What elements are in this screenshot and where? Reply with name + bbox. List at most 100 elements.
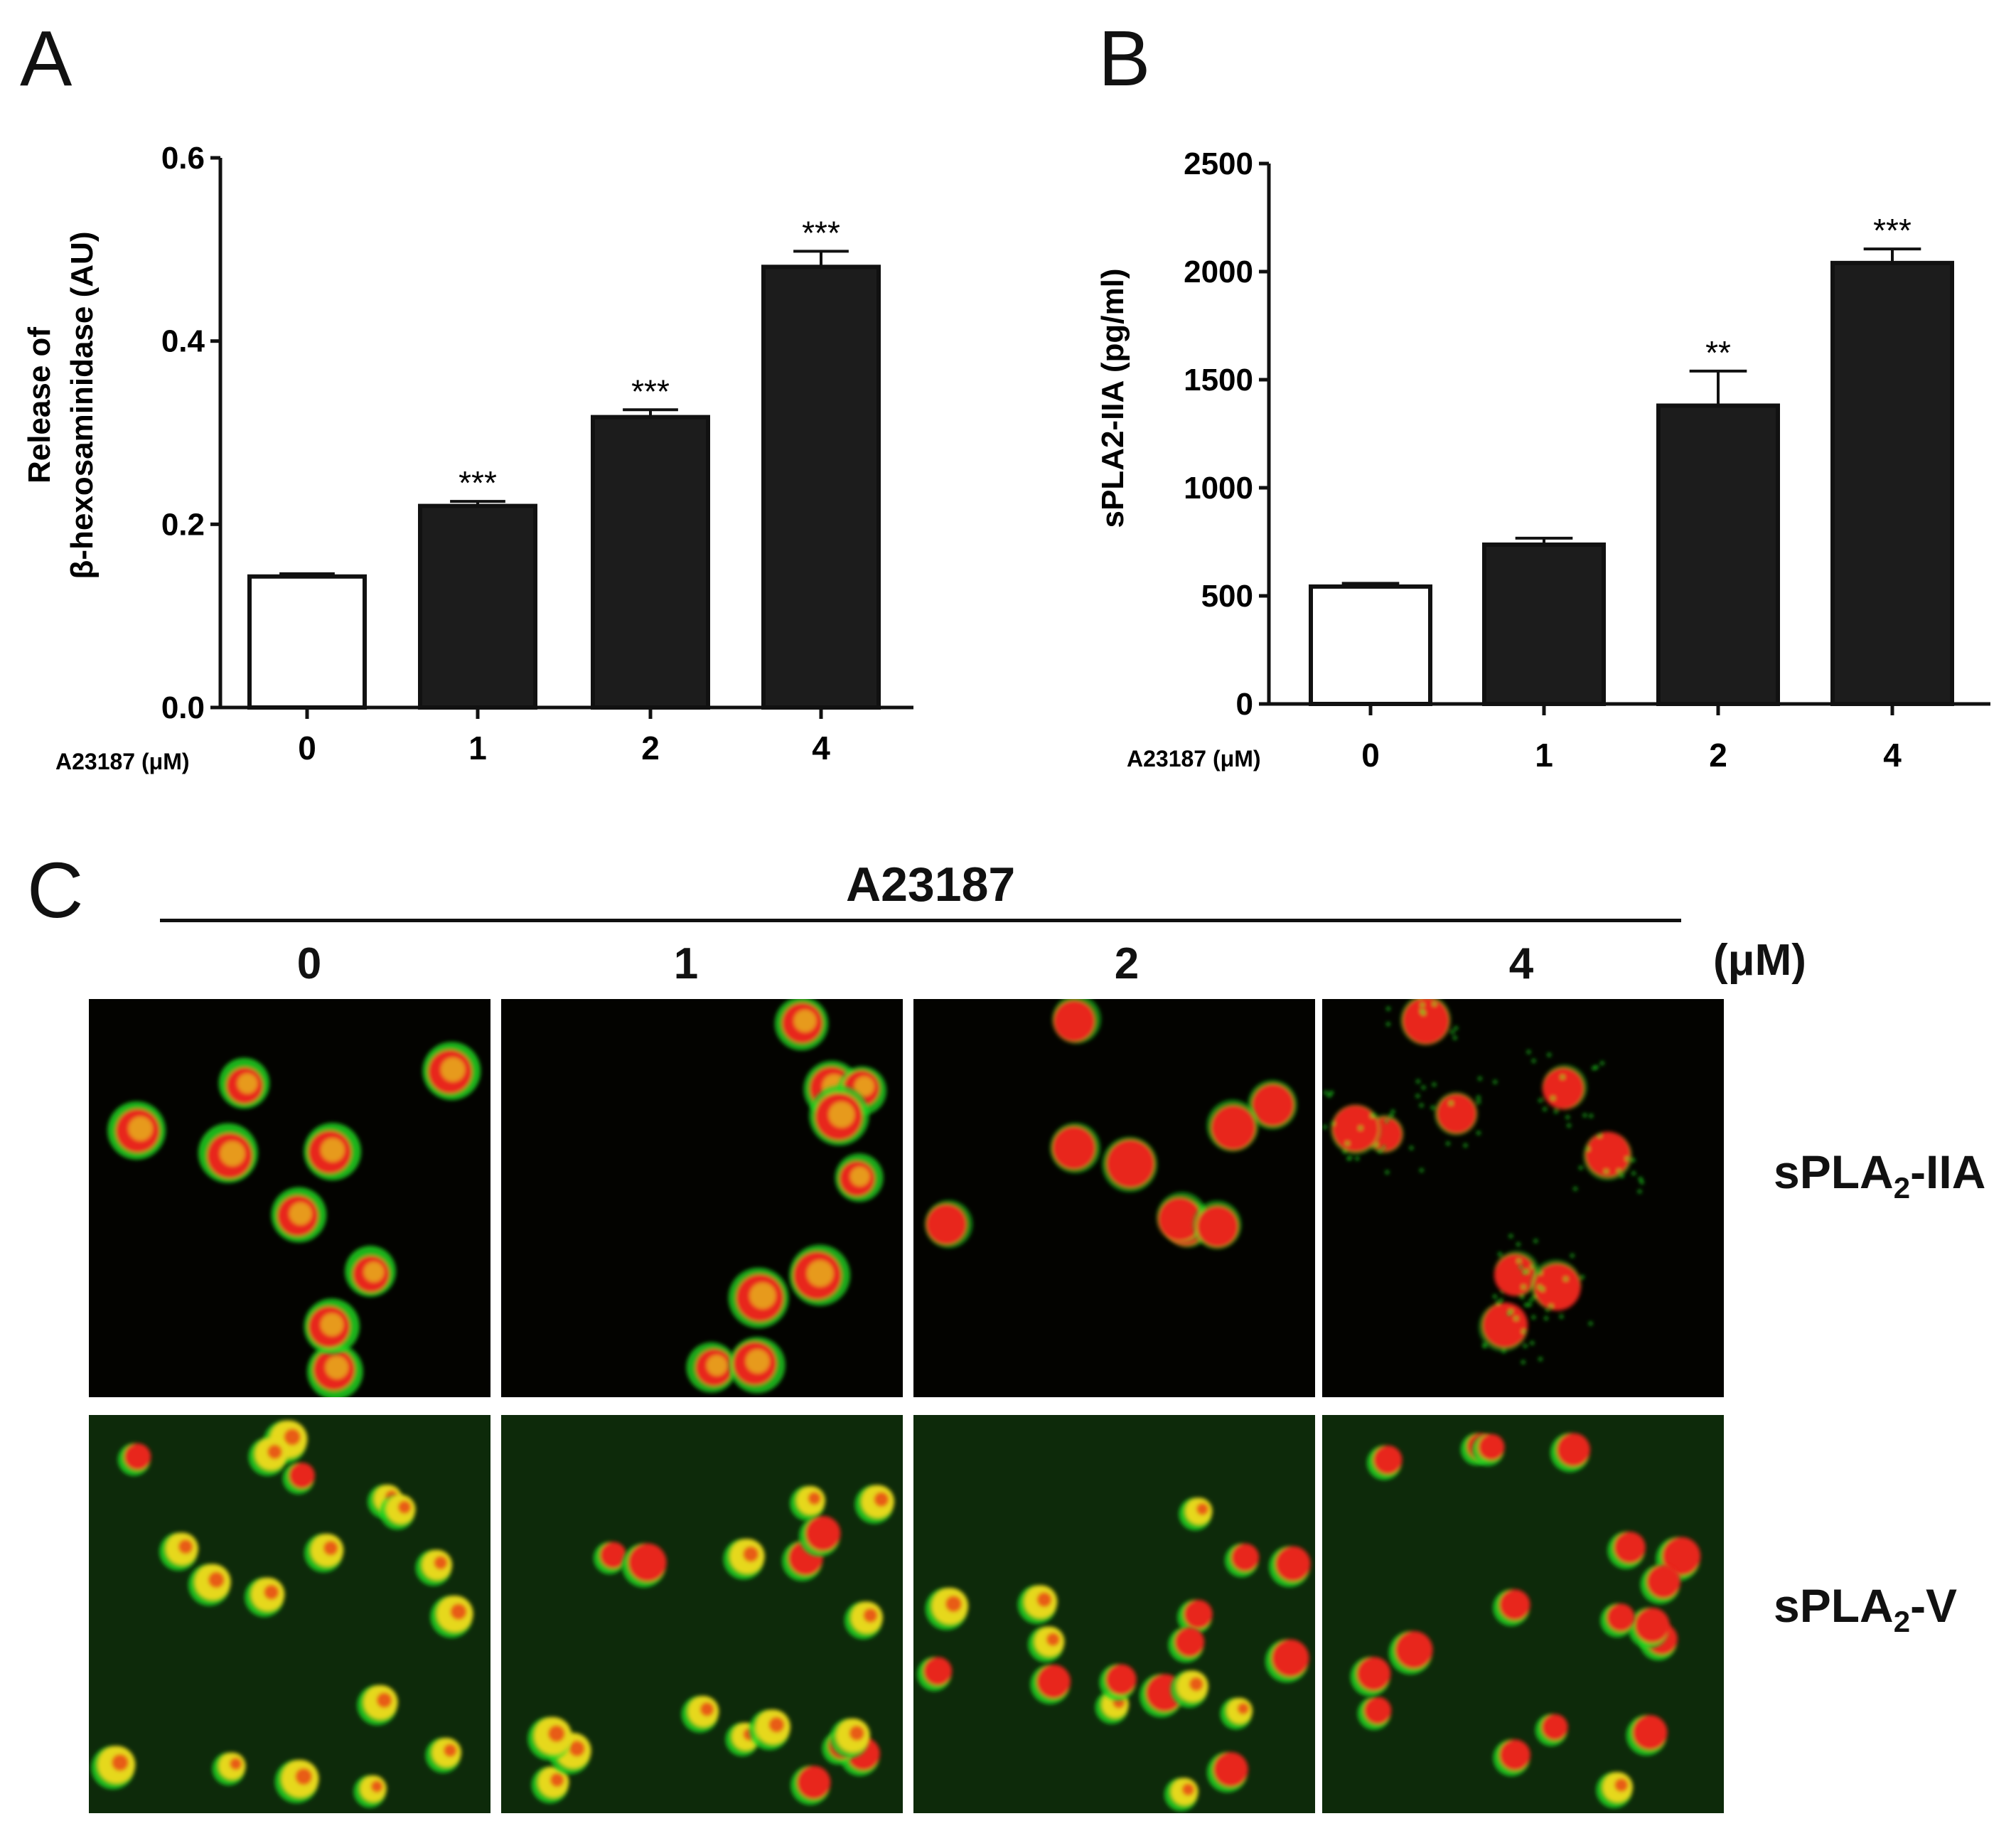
panel-c-column-label: 0 — [296, 939, 322, 988]
cell — [1030, 1665, 1071, 1704]
x-tick-label: 1 — [1535, 737, 1553, 774]
cell — [1640, 1564, 1680, 1604]
micrograph-background — [501, 999, 903, 1397]
cell — [353, 1775, 387, 1808]
panel-letter-c: C — [27, 847, 84, 934]
cell — [790, 1766, 831, 1805]
cell — [809, 1085, 869, 1146]
x-tick-label: 4 — [812, 730, 830, 767]
micrograph-iia-2um — [913, 999, 1315, 1397]
significance-label: *** — [459, 464, 497, 501]
cell — [924, 1200, 973, 1249]
panel-c-column-label: 2 — [1114, 939, 1140, 988]
significance-label: *** — [1873, 212, 1912, 249]
cell — [304, 1534, 344, 1573]
y-tick-label: 1500 — [1184, 363, 1253, 397]
cell — [1596, 1772, 1634, 1808]
y-tick-label: 0.6 — [161, 141, 205, 176]
panel-c-column-label: 4 — [1508, 939, 1534, 988]
cell — [1206, 1099, 1259, 1152]
cell — [1357, 1697, 1392, 1730]
cell — [1494, 1234, 1550, 1316]
cell — [345, 1246, 396, 1297]
cell — [686, 1342, 737, 1393]
cell — [117, 1443, 151, 1476]
cell — [1415, 1077, 1497, 1148]
cell — [274, 1760, 319, 1803]
x-tick-label: 2 — [1709, 737, 1727, 774]
cell — [1471, 1433, 1505, 1466]
chart-b: 0 500 1000 1500 2000 2500 sPLA2-IIA (pg/ml) A23… — [1095, 146, 1990, 774]
cell — [729, 1337, 786, 1394]
y-axis-label: β-hexosaminidase (AU) — [65, 232, 100, 580]
cell — [1017, 1585, 1058, 1624]
cell — [1193, 1200, 1242, 1249]
panel-letter-b: B — [1098, 15, 1151, 102]
cell — [799, 1515, 841, 1557]
bar — [247, 574, 367, 710]
cell — [1206, 1752, 1248, 1793]
panel-c-column-label: 1 — [673, 939, 699, 988]
micrograph-grid — [89, 999, 1724, 1813]
cell — [1479, 1289, 1543, 1365]
cell — [1179, 1497, 1213, 1531]
cell — [789, 1244, 851, 1306]
cell — [917, 1657, 953, 1692]
y-tick-label: 1000 — [1184, 471, 1253, 506]
cell — [1028, 1626, 1065, 1662]
cell — [1607, 1532, 1646, 1569]
cell — [790, 1485, 825, 1521]
chart-a: 0.0 0.2 0.4 0.6 Release of β-hexosaminidase (… — [22, 141, 913, 774]
cell — [527, 1716, 572, 1761]
cell — [1573, 1114, 1644, 1194]
cell — [1626, 1715, 1668, 1756]
significance-label: *** — [802, 214, 840, 251]
cell — [282, 1462, 315, 1495]
micrograph-iia-0um — [89, 999, 490, 1397]
y-tick-label: 2000 — [1184, 255, 1253, 289]
cell — [430, 1595, 473, 1638]
cell — [271, 1187, 327, 1243]
cell — [159, 1532, 198, 1571]
cell — [1269, 1546, 1311, 1587]
bar — [1830, 260, 1954, 706]
x-axis-label: A23187 (μM) — [1127, 746, 1261, 771]
cell — [531, 1766, 569, 1804]
cell — [1170, 1670, 1208, 1708]
cell — [188, 1564, 231, 1606]
panel-c-unit-label: (μM) — [1713, 936, 1806, 985]
cell — [422, 1042, 481, 1100]
cell — [1224, 1543, 1260, 1577]
cell — [1164, 1778, 1199, 1812]
x-tick-label: 2 — [641, 730, 660, 767]
cell — [830, 1718, 870, 1758]
cell — [681, 1696, 719, 1733]
cell — [1493, 1739, 1530, 1776]
cell — [749, 1709, 790, 1751]
cell — [1386, 999, 1458, 1045]
cell — [1526, 1050, 1604, 1128]
row-label-spla2-v: sPLA2-V — [1774, 1579, 1958, 1639]
y-tick-label: 0.2 — [161, 507, 205, 542]
x-tick-label: 0 — [298, 730, 316, 767]
cell — [304, 1123, 361, 1180]
cell — [1493, 1589, 1530, 1626]
micrograph-v-1um — [501, 1415, 903, 1813]
cell — [357, 1684, 398, 1726]
cell — [415, 1549, 453, 1586]
y-tick-label: 0 — [1236, 687, 1253, 722]
cell — [212, 1752, 246, 1785]
cell — [1535, 1714, 1568, 1746]
cell — [1168, 1627, 1205, 1663]
cell — [1265, 1639, 1309, 1683]
cell — [245, 1577, 285, 1617]
bar — [1482, 542, 1606, 707]
x-axis-label: A23187 (μM) — [55, 749, 190, 774]
panel-letter-a: A — [20, 15, 73, 102]
cell — [107, 1101, 166, 1160]
cell — [1600, 1603, 1635, 1638]
bar — [1656, 403, 1780, 706]
cell — [1052, 999, 1101, 1044]
cell — [307, 1343, 363, 1397]
y-axis-label: Release of — [22, 327, 57, 484]
